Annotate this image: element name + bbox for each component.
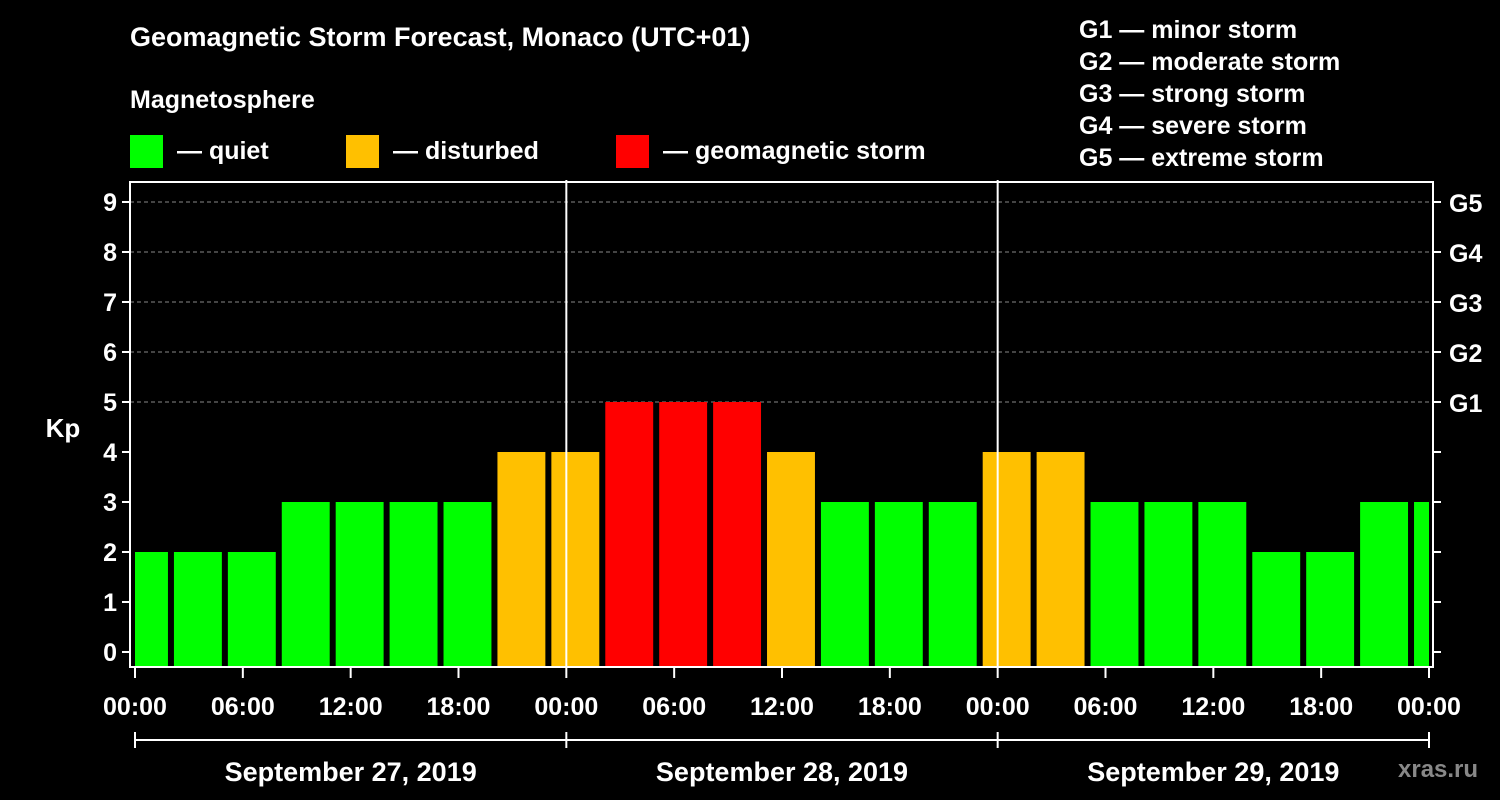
x-tick-label: 06:00 bbox=[1074, 693, 1138, 721]
y-tick-label: 3 bbox=[103, 489, 117, 517]
legend-swatch-disturbed bbox=[346, 134, 379, 168]
bar bbox=[1360, 502, 1409, 667]
bar bbox=[227, 552, 276, 667]
legend-label-storm: — geomagnetic storm bbox=[663, 136, 926, 165]
x-tick-label: 00:00 bbox=[534, 693, 598, 721]
y-tick-label: 2 bbox=[103, 539, 117, 567]
x-tick-label: 06:00 bbox=[211, 693, 275, 721]
g-level-g2: G2 — moderate storm bbox=[1079, 48, 1341, 76]
y-axis-label: Kp bbox=[46, 413, 81, 443]
y-tick-label: 6 bbox=[103, 339, 117, 367]
bar bbox=[1144, 502, 1193, 667]
watermark: xras.ru bbox=[1398, 756, 1479, 783]
legend-label-disturbed: — disturbed bbox=[393, 136, 539, 165]
legend-item-disturbed: — disturbed bbox=[346, 134, 539, 168]
bar bbox=[767, 452, 815, 667]
x-tick-label: 18:00 bbox=[427, 693, 491, 721]
g-level-g3: G3 — strong storm bbox=[1079, 80, 1306, 108]
legend-item-storm: — geomagnetic storm bbox=[616, 134, 926, 168]
x-tick-label: 12:00 bbox=[1181, 693, 1245, 721]
y-tick-label: 5 bbox=[103, 389, 117, 417]
legend-subtitle: Magnetosphere bbox=[130, 86, 315, 114]
g-level-legend: G1 — minor storm G2 — moderate storm G3 … bbox=[1079, 14, 1340, 174]
y-tick-label: 4 bbox=[103, 439, 117, 467]
bar bbox=[135, 552, 168, 667]
bar bbox=[335, 502, 384, 667]
bar bbox=[551, 452, 600, 667]
x-tick-label: 06:00 bbox=[642, 693, 706, 721]
x-tick-label: 18:00 bbox=[1289, 693, 1353, 721]
y-tick-label: 1 bbox=[103, 589, 117, 617]
legend-swatch-storm bbox=[616, 134, 649, 168]
bar bbox=[281, 502, 330, 667]
bar bbox=[713, 402, 762, 667]
y-tick-label: 0 bbox=[103, 639, 117, 667]
bar bbox=[605, 402, 654, 667]
bar bbox=[1414, 502, 1429, 667]
legend-item-quiet: — quiet bbox=[130, 134, 269, 168]
g-tick-label: G5 bbox=[1449, 190, 1482, 218]
g-level-g4: G4 — severe storm bbox=[1079, 112, 1307, 140]
y-tick-label: 8 bbox=[103, 239, 117, 267]
x-tick-label: 18:00 bbox=[858, 693, 922, 721]
g-tick-label: G3 bbox=[1449, 290, 1482, 318]
bar bbox=[389, 502, 438, 667]
bar bbox=[928, 502, 977, 667]
bar bbox=[1036, 452, 1085, 667]
day-label: September 28, 2019 bbox=[656, 757, 908, 787]
bar bbox=[874, 502, 923, 667]
bar bbox=[173, 552, 222, 667]
legend-label-quiet: — quiet bbox=[177, 136, 269, 165]
x-tick-label: 00:00 bbox=[966, 693, 1030, 721]
bar bbox=[659, 402, 708, 667]
y-tick-label: 7 bbox=[103, 289, 117, 317]
x-tick-label: 12:00 bbox=[750, 693, 814, 721]
chart-title: Geomagnetic Storm Forecast, Monaco (UTC+… bbox=[130, 22, 751, 52]
bar bbox=[1090, 502, 1139, 667]
bar bbox=[1306, 552, 1355, 667]
x-tick-label: 00:00 bbox=[103, 693, 167, 721]
bar bbox=[443, 502, 492, 667]
g-tick-label: G2 bbox=[1449, 340, 1482, 368]
x-tick-label: 12:00 bbox=[319, 693, 383, 721]
legend-swatch-quiet bbox=[130, 134, 163, 168]
x-tick-label: 00:00 bbox=[1397, 693, 1461, 721]
g-level-g5: G5 — extreme storm bbox=[1079, 144, 1324, 172]
bar bbox=[982, 452, 1031, 667]
bar bbox=[820, 502, 869, 667]
day-label: September 29, 2019 bbox=[1087, 757, 1339, 787]
bar bbox=[1252, 552, 1301, 667]
bar bbox=[1198, 502, 1247, 667]
y-tick-label: 9 bbox=[103, 189, 117, 217]
g-tick-label: G4 bbox=[1449, 240, 1482, 268]
g-level-g1: G1 — minor storm bbox=[1079, 16, 1298, 44]
bar bbox=[497, 452, 546, 667]
day-label: September 27, 2019 bbox=[225, 757, 477, 787]
g-tick-label: G1 bbox=[1449, 390, 1482, 418]
